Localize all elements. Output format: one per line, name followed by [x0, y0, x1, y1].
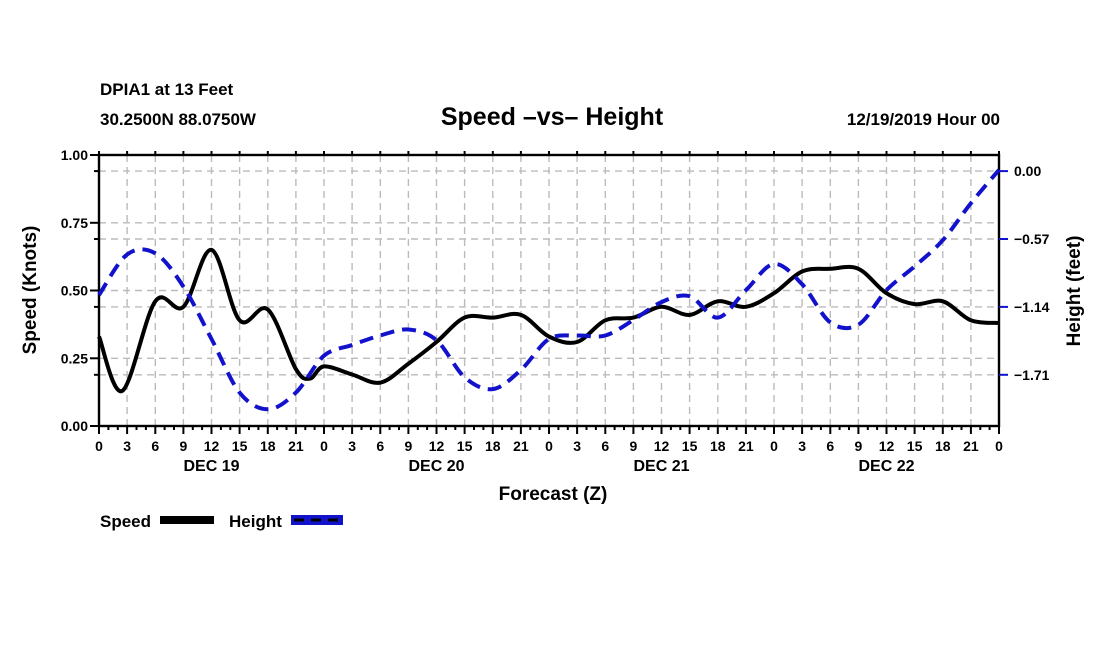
hour-tick-label: 18: [935, 438, 951, 454]
hour-tick-label: 12: [654, 438, 670, 454]
hour-tick-label: 0: [545, 438, 553, 454]
hour-tick-label: 15: [682, 438, 698, 454]
hour-tick-label: 18: [485, 438, 501, 454]
left-axis-title: Speed (Knots): [20, 226, 41, 355]
left-tick-label: 0.50: [61, 283, 88, 299]
hour-tick-label: 15: [907, 438, 923, 454]
hour-tick-label: 12: [204, 438, 220, 454]
hour-tick-label: 9: [855, 438, 863, 454]
hour-tick-label: 9: [630, 438, 638, 454]
legend: Speed Height: [100, 512, 343, 531]
hour-tick-label: 18: [710, 438, 726, 454]
day-label: DEC 21: [633, 458, 689, 475]
legend-speed-swatch: [160, 516, 214, 524]
hour-tick-label: 0: [95, 438, 103, 454]
right-tick-label: −0.57: [1014, 231, 1050, 247]
right-axis-title: Height (feet): [1064, 236, 1085, 347]
day-label: DEC 20: [408, 458, 464, 475]
station-name: DPIA1 at 13 Feet: [100, 80, 234, 99]
hour-tick-label: 12: [429, 438, 445, 454]
hour-tick-label: 21: [513, 438, 529, 454]
day-label: DEC 19: [183, 458, 239, 475]
hour-tick-label: 0: [995, 438, 1003, 454]
tick-label-layer: 0.00 0.25 0.50 0.75 1.00 0.00 −0.57 −1.14 −1.71 0…: [61, 147, 1050, 475]
left-tick-label: 1.00: [61, 147, 88, 163]
hour-tick-label: 15: [457, 438, 473, 454]
hour-tick-label: 15: [232, 438, 248, 454]
hour-tick-label: 0: [320, 438, 328, 454]
legend-height-label: Height: [229, 512, 282, 531]
hour-tick-label: 6: [376, 438, 384, 454]
day-label: DEC 22: [858, 458, 914, 475]
speed-line: [97, 247, 1000, 393]
right-tick-label: 0.00: [1014, 163, 1041, 179]
hour-tick-label: 3: [123, 438, 131, 454]
station-coordinates: 30.2500N 88.0750W: [100, 110, 257, 129]
hour-tick-label: 3: [798, 438, 806, 454]
hour-tick-label: 6: [826, 438, 834, 454]
left-tick-label: 0.25: [61, 350, 88, 366]
right-tick-label: −1.14: [1014, 299, 1050, 315]
hour-tick-label: 12: [879, 438, 895, 454]
tick-layer: [90, 151, 1008, 434]
hour-tick-label: 6: [601, 438, 609, 454]
legend-speed-label: Speed: [100, 512, 151, 531]
right-tick-label: −1.71: [1014, 367, 1050, 383]
left-tick-label: 0.00: [61, 418, 88, 434]
hour-tick-label: 9: [180, 438, 188, 454]
series-layer: [97, 168, 1001, 412]
hour-tick-label: 21: [288, 438, 304, 454]
hour-tick-label: 6: [151, 438, 159, 454]
hour-tick-label: 9: [405, 438, 413, 454]
hour-tick-label: 3: [573, 438, 581, 454]
left-tick-label: 0.75: [61, 215, 88, 231]
x-axis-title: Forecast (Z): [499, 484, 608, 505]
hour-tick-label: 21: [963, 438, 979, 454]
chart-title: Speed –vs– Height: [441, 103, 664, 131]
height-line: [97, 168, 1001, 412]
hour-tick-label: 18: [260, 438, 276, 454]
hour-tick-label: 3: [348, 438, 356, 454]
grid-layer: [99, 155, 999, 426]
hour-tick-label: 0: [770, 438, 778, 454]
hour-tick-label: 21: [738, 438, 754, 454]
run-datetime: 12/19/2019 Hour 00: [847, 110, 1000, 129]
